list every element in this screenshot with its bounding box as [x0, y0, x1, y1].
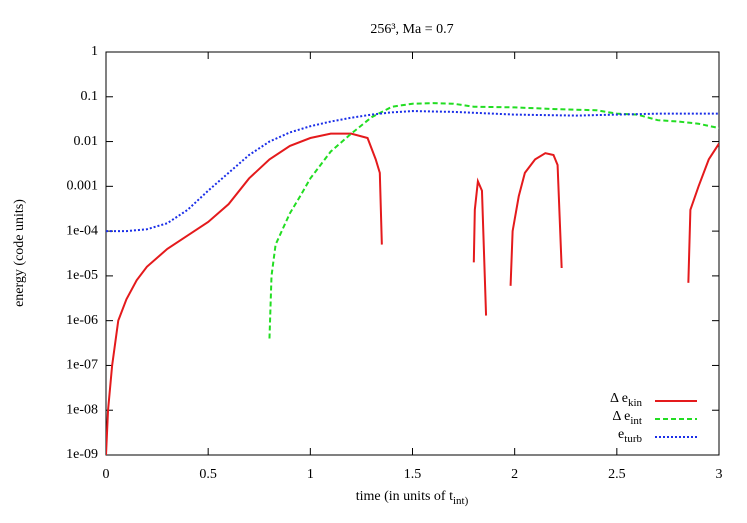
y-tick-label: 1e-08: [66, 402, 98, 417]
y-tick-label: 1e-05: [66, 268, 98, 283]
y-tick-label: 0.1: [81, 89, 99, 104]
y-tick-label: 1: [91, 44, 98, 59]
x-tick-label: 2: [511, 467, 518, 482]
chart-title: 256³, Ma = 0.7: [370, 22, 453, 37]
y-tick-label: 1e-09: [66, 447, 98, 462]
x-axis-label: time (in units of tint): [356, 489, 469, 506]
x-tick-label: 0.5: [199, 467, 217, 482]
legend-label: Δ eint: [612, 409, 642, 426]
y-tick-label: 1e-07: [66, 358, 98, 373]
y-tick-label: 0.01: [74, 134, 99, 149]
y-tick-label: 1e-04: [66, 223, 98, 238]
x-tick-label: 1: [307, 467, 314, 482]
legend-label: Δ ekin: [610, 391, 643, 408]
x-tick-label: 1.5: [404, 467, 422, 482]
y-tick-label: 0.001: [67, 179, 99, 194]
x-tick-label: 0: [103, 467, 110, 482]
legend-label: eturb: [618, 427, 642, 444]
x-tick-label: 3: [716, 467, 723, 482]
data-line: [268, 102, 719, 339]
y-axis-label: energy (code units): [12, 199, 27, 307]
y-tick-label: 1e-06: [66, 313, 98, 328]
data-line: [106, 110, 719, 233]
data-line: [106, 132, 719, 455]
x-tick-label: 2.5: [608, 467, 626, 482]
